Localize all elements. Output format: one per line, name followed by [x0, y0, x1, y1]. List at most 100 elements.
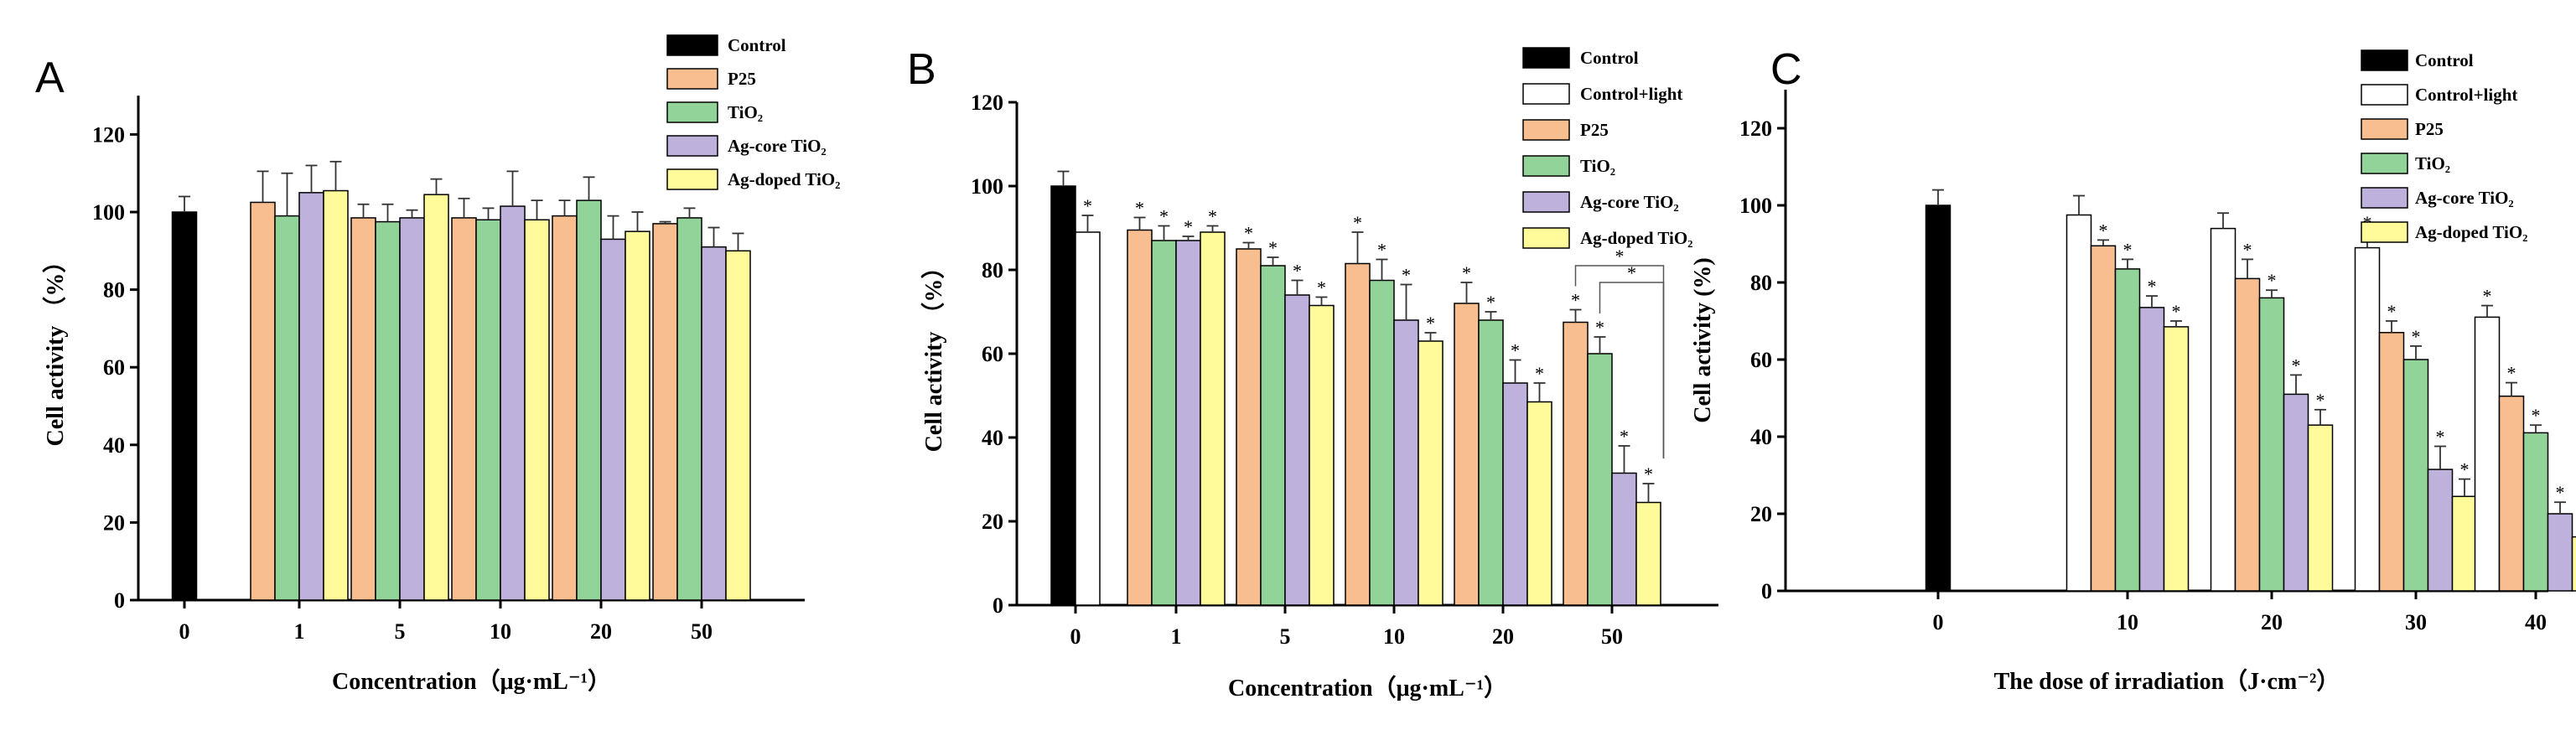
bar-control [1926, 205, 1951, 591]
y-tick-label: 60 [1750, 348, 1772, 372]
legend-label: Ag-core TiO₂ [1580, 192, 1679, 212]
bar-tio2 [677, 218, 702, 600]
bar-ag-doped [1200, 232, 1225, 605]
x-tick-label: 0 [179, 619, 190, 644]
y-tick-label: 120 [971, 91, 1003, 115]
x-tick-label: 10 [490, 619, 511, 644]
bar-tio2 [577, 200, 601, 600]
bar-tio2 [275, 216, 299, 600]
y-tick-label: 100 [971, 174, 1003, 199]
legend-label: P25 [728, 69, 756, 89]
y-tick-label: 40 [982, 426, 1003, 450]
legend-swatch-ag-doped [667, 169, 718, 189]
y-tick-label: 60 [103, 355, 125, 380]
x-tick-label: 30 [2405, 610, 2427, 634]
panel-letter: A [35, 54, 65, 102]
bar-p25 [552, 216, 577, 600]
significance-star: * [1462, 262, 1471, 283]
legend-label: Control [728, 35, 786, 55]
bar-tio2 [476, 220, 500, 600]
x-axis-title: Concentration（μg·mL⁻¹） [332, 667, 611, 695]
legend-swatch-ag-doped [2361, 222, 2408, 242]
legend-label: Control+light [2415, 85, 2517, 105]
significance-star: * [2268, 270, 2277, 291]
significance-star: * [2436, 427, 2445, 448]
bar-ag-doped [1636, 503, 1661, 606]
legend-swatch-ag-core [1523, 192, 1569, 212]
bar-ag-core [2140, 308, 2164, 591]
bar-p25 [2091, 246, 2116, 591]
x-axis-title: The dose of irradiation（J·cm⁻²） [1994, 667, 2340, 695]
bar-tio2 [1588, 354, 1612, 605]
significance-star: * [2292, 355, 2301, 375]
legend-swatch-ag-core [667, 136, 718, 156]
y-tick-label: 20 [1750, 502, 1772, 526]
significance-star: * [1083, 195, 1092, 216]
bar-ag-core [500, 206, 525, 600]
legend-label: Ag-doped TiO₂ [1580, 228, 1692, 248]
bracket-star: * [1627, 262, 1636, 283]
legend-label: Ag-core TiO₂ [2415, 188, 2514, 208]
x-tick-label: 0 [1933, 610, 1944, 634]
x-tick-label: 0 [1070, 624, 1081, 649]
legend-swatch-control [2361, 50, 2408, 70]
significance-star: * [1620, 426, 1629, 447]
bar-tio2 [2404, 360, 2428, 591]
significance-star: * [1268, 237, 1278, 258]
legend-swatch-p25 [1523, 120, 1569, 140]
y-tick-label: 80 [103, 278, 125, 303]
significance-star: * [1244, 223, 1253, 244]
bar-ag-doped [2573, 537, 2576, 591]
significance-star: * [2412, 326, 2421, 347]
significance-star: * [1353, 212, 1362, 233]
legend-label: P25 [1580, 120, 1609, 140]
bar-control-light [2211, 229, 2236, 591]
legend-swatch-control-light [1523, 84, 1569, 104]
bar-tio2 [1370, 281, 1394, 606]
bar-ag-doped [1418, 341, 1443, 605]
x-tick-label: 50 [691, 619, 713, 644]
significance-star: * [1511, 340, 1520, 361]
significance-star: * [1644, 463, 1653, 484]
significance-star: * [2556, 482, 2565, 503]
bar-tio2 [2524, 432, 2548, 591]
bar-ag-doped [625, 231, 650, 600]
bar-tio2 [1261, 266, 1285, 605]
x-tick-label: 20 [2261, 610, 2283, 634]
x-tick-label: 1 [1171, 624, 1182, 649]
significance-star: * [1159, 206, 1169, 227]
bar-ag-doped [1527, 402, 1552, 606]
y-tick-label: 40 [1750, 425, 1772, 449]
bar-control-light [2067, 215, 2091, 592]
y-tick-label: 80 [982, 258, 1003, 282]
bar-ag-doped [525, 220, 549, 600]
bar-ag-core [2548, 514, 2573, 591]
bar-control [173, 212, 197, 600]
bar-ag-core [1176, 241, 1200, 605]
bar-tio2 [2260, 298, 2284, 591]
legend-label: TiO₂ [2415, 153, 2450, 173]
significance-star: * [1426, 313, 1435, 334]
y-tick-label: 40 [103, 433, 125, 458]
significance-star: * [1208, 206, 1217, 227]
legend-label: TiO₂ [1580, 156, 1615, 176]
y-tick-label: 20 [982, 510, 1003, 534]
panel-letter: B [907, 45, 936, 94]
bar-p25 [2236, 278, 2260, 591]
bar-ag-doped [2309, 425, 2333, 591]
significance-star: * [2316, 390, 2325, 411]
x-tick-label: 5 [395, 619, 406, 644]
legend-label: TiO₂ [728, 102, 763, 122]
bar-ag-doped [1309, 306, 1334, 606]
legend-label: Control [2415, 50, 2474, 70]
bar-ag-doped [2453, 496, 2477, 591]
y-tick-label: 0 [114, 588, 125, 613]
significance-star: * [2099, 220, 2108, 241]
bar-control-light [2356, 248, 2380, 591]
bar-ag-doped [2164, 327, 2189, 591]
legend-swatch-control [1523, 48, 1569, 68]
